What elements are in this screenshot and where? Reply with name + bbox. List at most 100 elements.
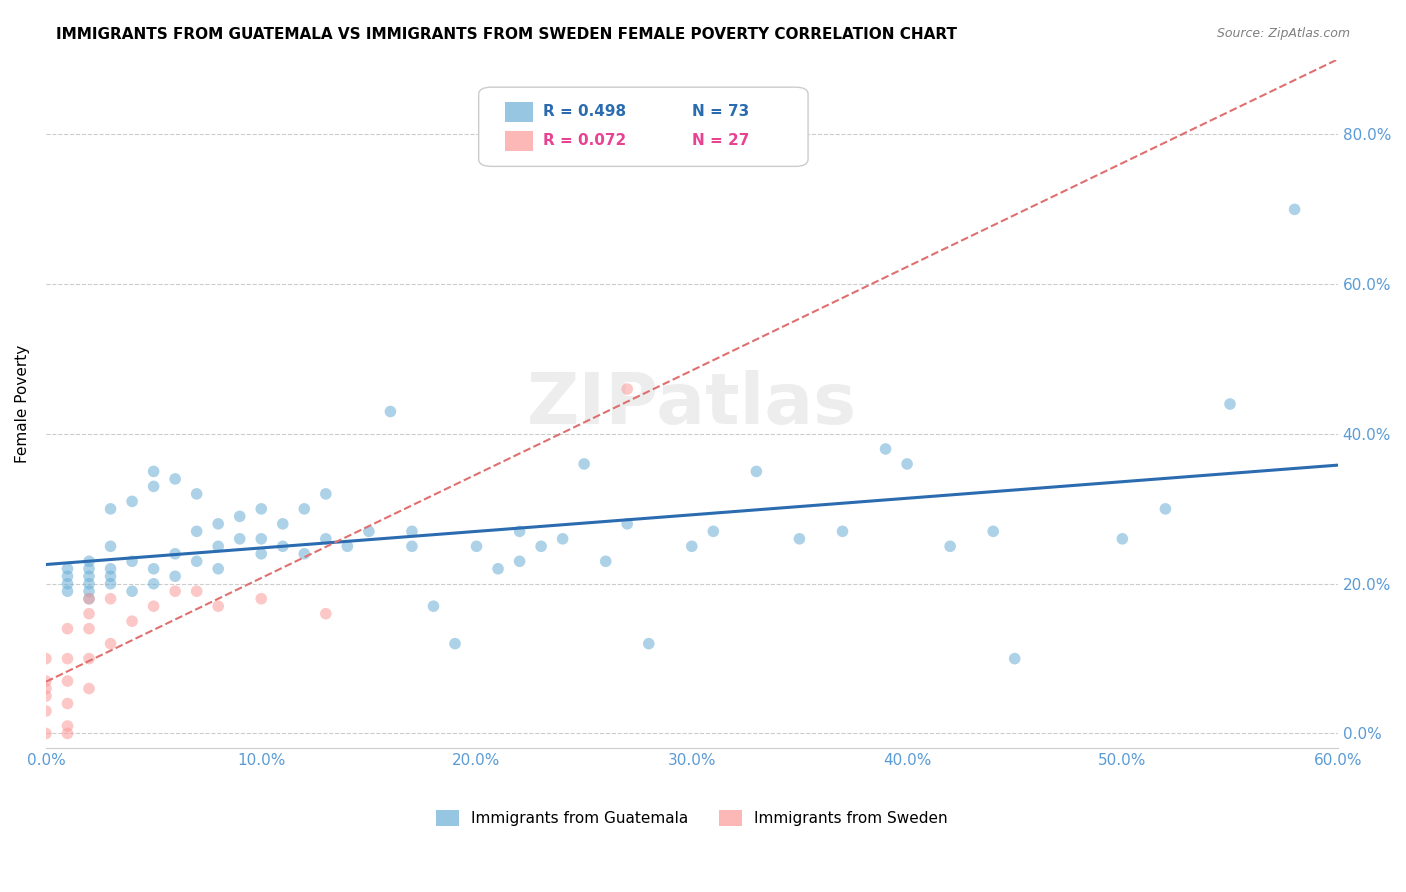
- Point: [77, 562, 100, 576]
- Point: [789, 532, 811, 546]
- Legend: Immigrants from Guatemala, Immigrants from Sweden: Immigrants from Guatemala, Immigrants fr…: [430, 805, 953, 832]
- Point: [292, 501, 315, 516]
- FancyBboxPatch shape: [505, 102, 533, 122]
- Y-axis label: Female Poverty: Female Poverty: [15, 345, 30, 463]
- Point: [228, 509, 250, 524]
- Point: [56, 674, 79, 689]
- Point: [56, 576, 79, 591]
- Point: [207, 516, 229, 531]
- Point: [186, 554, 208, 568]
- Point: [250, 501, 273, 516]
- Point: [100, 501, 122, 516]
- Point: [1004, 651, 1026, 665]
- Point: [981, 524, 1004, 539]
- Point: [509, 524, 531, 539]
- Point: [77, 651, 100, 665]
- Point: [77, 622, 100, 636]
- Point: [100, 576, 122, 591]
- Point: [35, 674, 58, 689]
- Point: [142, 479, 165, 493]
- Point: [56, 562, 79, 576]
- Text: N = 27: N = 27: [692, 133, 749, 148]
- Point: [271, 539, 294, 553]
- Point: [186, 584, 208, 599]
- Point: [336, 539, 359, 553]
- Point: [56, 697, 79, 711]
- Text: Source: ZipAtlas.com: Source: ZipAtlas.com: [1216, 27, 1350, 40]
- Point: [56, 651, 79, 665]
- Point: [357, 524, 380, 539]
- Point: [165, 472, 187, 486]
- Point: [77, 591, 100, 606]
- Point: [186, 524, 208, 539]
- Point: [142, 576, 165, 591]
- Point: [142, 562, 165, 576]
- Text: N = 73: N = 73: [692, 103, 749, 119]
- Point: [315, 487, 337, 501]
- Point: [315, 532, 337, 546]
- Point: [35, 651, 58, 665]
- Text: R = 0.498: R = 0.498: [543, 103, 627, 119]
- Point: [100, 637, 122, 651]
- Point: [292, 547, 315, 561]
- FancyBboxPatch shape: [478, 87, 808, 167]
- Point: [271, 516, 294, 531]
- Point: [702, 524, 724, 539]
- Point: [100, 569, 122, 583]
- Point: [380, 404, 402, 418]
- Point: [77, 569, 100, 583]
- FancyBboxPatch shape: [505, 130, 533, 152]
- Point: [77, 584, 100, 599]
- Point: [465, 539, 488, 553]
- Point: [56, 719, 79, 733]
- Point: [142, 465, 165, 479]
- Point: [77, 576, 100, 591]
- Point: [77, 681, 100, 696]
- Point: [572, 457, 595, 471]
- Point: [551, 532, 574, 546]
- Point: [100, 591, 122, 606]
- Point: [875, 442, 897, 456]
- Point: [681, 539, 703, 553]
- Point: [186, 487, 208, 501]
- Point: [121, 614, 143, 628]
- Point: [486, 562, 509, 576]
- Point: [616, 516, 638, 531]
- Point: [422, 599, 444, 614]
- Point: [207, 599, 229, 614]
- Point: [401, 539, 423, 553]
- Point: [100, 539, 122, 553]
- Text: IMMIGRANTS FROM GUATEMALA VS IMMIGRANTS FROM SWEDEN FEMALE POVERTY CORRELATION C: IMMIGRANTS FROM GUATEMALA VS IMMIGRANTS …: [56, 27, 957, 42]
- Point: [35, 704, 58, 718]
- Point: [56, 622, 79, 636]
- Point: [250, 532, 273, 546]
- Point: [77, 591, 100, 606]
- Point: [56, 726, 79, 740]
- Point: [35, 726, 58, 740]
- Point: [896, 457, 918, 471]
- Point: [77, 607, 100, 621]
- Point: [142, 599, 165, 614]
- Text: ZIPatlas: ZIPatlas: [527, 369, 856, 439]
- Point: [444, 637, 467, 651]
- Point: [939, 539, 962, 553]
- Point: [100, 562, 122, 576]
- Point: [1284, 202, 1306, 217]
- Point: [121, 494, 143, 508]
- Point: [1154, 501, 1177, 516]
- Point: [637, 637, 659, 651]
- Point: [1219, 397, 1241, 411]
- Point: [207, 562, 229, 576]
- Point: [165, 584, 187, 599]
- Point: [56, 584, 79, 599]
- Point: [509, 554, 531, 568]
- Point: [595, 554, 617, 568]
- Point: [1111, 532, 1133, 546]
- Point: [35, 689, 58, 703]
- Point: [165, 547, 187, 561]
- Point: [207, 539, 229, 553]
- Point: [56, 569, 79, 583]
- Point: [121, 554, 143, 568]
- Point: [530, 539, 553, 553]
- Point: [315, 607, 337, 621]
